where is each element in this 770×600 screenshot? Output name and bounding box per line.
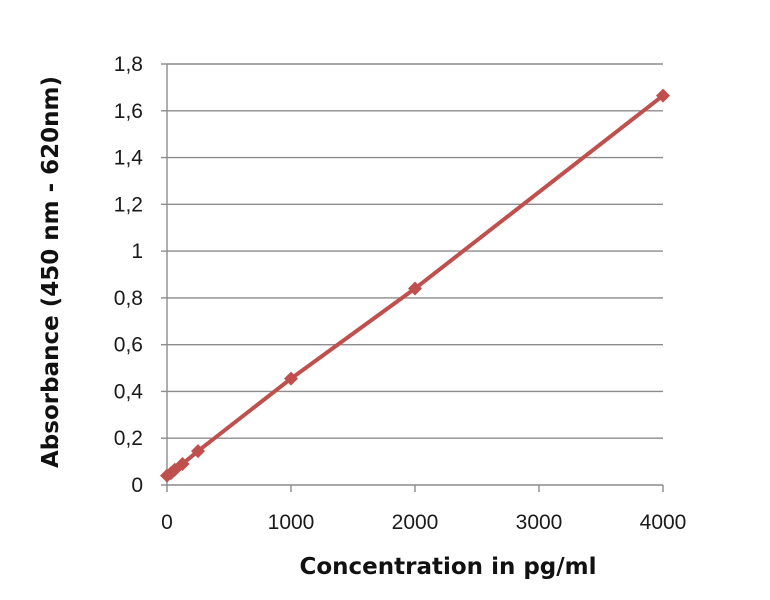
gridlines	[167, 63, 663, 439]
y-tick-label: 0,2	[114, 427, 143, 450]
y-tick-label: 1,2	[114, 193, 143, 216]
y-tick-label: 0	[131, 474, 143, 497]
x-tick-label: 4000	[640, 511, 687, 534]
x-axis-title: Concentration in pg/ml	[299, 554, 596, 580]
data-point-marker	[284, 371, 298, 386]
y-tick-label: 1,4	[114, 147, 144, 170]
y-tick-label: 0,8	[114, 287, 143, 310]
y-tick-label: 1	[131, 240, 143, 263]
axes	[161, 63, 664, 492]
data-point-marker	[175, 456, 190, 471]
data-series	[160, 88, 670, 483]
x-tick-label: 1000	[268, 511, 315, 534]
y-tick-label: 1,8	[114, 53, 143, 76]
data-point-marker	[408, 281, 422, 296]
x-tick-label: 3000	[516, 511, 563, 534]
y-tick-label: 1,6	[114, 100, 143, 123]
y-axis-title: Absorbance (450 nm - 620nm)	[38, 76, 64, 468]
x-tick-label: 0	[161, 511, 173, 534]
data-point-marker	[656, 88, 670, 103]
data-point-marker	[191, 444, 205, 459]
x-tick-label: 2000	[392, 511, 439, 534]
y-tick-label: 0,4	[114, 380, 144, 403]
y-tick-label: 0,6	[114, 334, 143, 357]
tick-labels: 0 0,2 0,4 0,6 0,8 1 1,2 1,4 1,6 1,8 0 1000 2000 3000 4…	[114, 53, 687, 534]
